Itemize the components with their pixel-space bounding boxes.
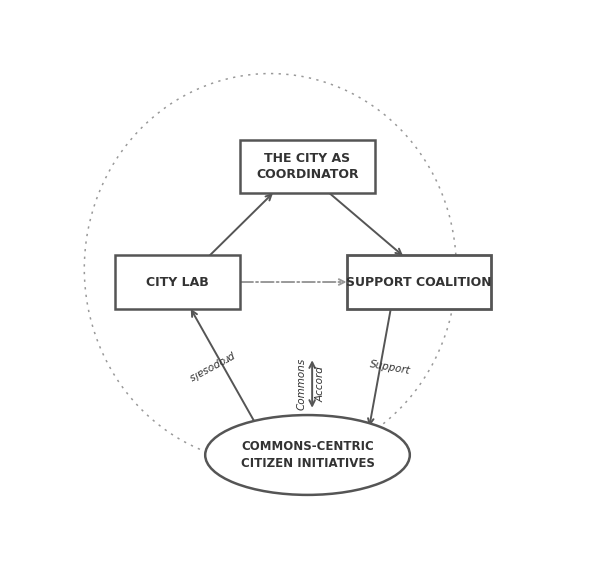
FancyBboxPatch shape xyxy=(240,140,375,194)
Text: THE CITY AS
COORDINATOR: THE CITY AS COORDINATOR xyxy=(256,152,359,181)
Text: COMMONS-CENTRIC
CITIZEN INITIATIVES: COMMONS-CENTRIC CITIZEN INITIATIVES xyxy=(241,440,374,470)
Text: Accord: Accord xyxy=(316,366,326,402)
FancyBboxPatch shape xyxy=(347,255,491,309)
Text: Commons: Commons xyxy=(296,358,307,410)
Text: SUPPORT COALITION: SUPPORT COALITION xyxy=(346,275,492,289)
Text: proposals: proposals xyxy=(188,350,237,382)
Text: Support: Support xyxy=(369,359,412,376)
Ellipse shape xyxy=(205,415,410,495)
FancyBboxPatch shape xyxy=(115,255,240,309)
Text: CITY LAB: CITY LAB xyxy=(146,275,209,289)
